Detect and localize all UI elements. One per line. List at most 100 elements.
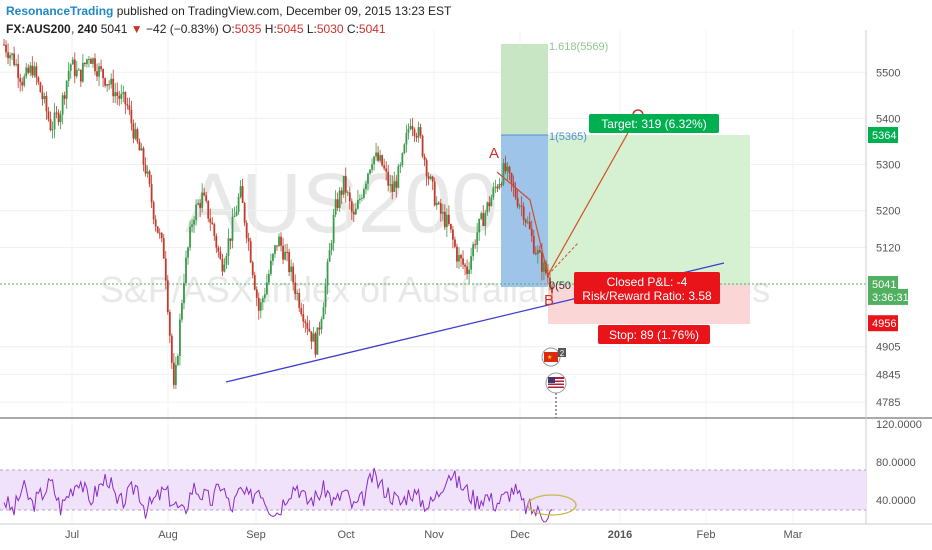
candle-body — [245, 222, 248, 239]
rsi-tick-label: 40.0000 — [876, 495, 916, 507]
candle-body — [217, 247, 220, 252]
candle-body — [369, 169, 371, 174]
candle-body — [314, 333, 317, 355]
open-value: 5035 — [234, 22, 262, 36]
rsi-highlight-ellipse[interactable] — [527, 494, 577, 516]
candle-body — [146, 171, 149, 174]
candle-body — [19, 78, 22, 82]
candle-body — [203, 192, 206, 196]
candle-body — [39, 82, 42, 93]
china-flag-icon[interactable]: ★ 2 — [541, 347, 566, 367]
candle-body — [488, 202, 491, 207]
candle-body — [365, 183, 367, 190]
candle-body — [88, 59, 90, 61]
candle-body — [261, 298, 264, 303]
price-tick-label: 4905 — [876, 342, 900, 354]
abc-pattern-line[interactable] — [496, 114, 639, 277]
candle-body — [290, 266, 293, 273]
symbol-label[interactable]: FX:AUS200, 240 — [6, 22, 98, 36]
candle-body — [168, 311, 171, 336]
candle-body — [302, 314, 305, 322]
candle-body — [112, 78, 115, 97]
point-b-label: B — [544, 292, 554, 309]
candle-body — [11, 53, 13, 56]
candle-body — [454, 239, 456, 247]
pnl-label[interactable]: Closed P&L: -4 Risk/Reward Ratio: 3.58 — [574, 272, 720, 304]
candle-body — [223, 264, 226, 272]
candle-body — [435, 202, 438, 206]
rsi-tick-label: 120.0000 — [876, 419, 922, 431]
candle-body — [183, 283, 185, 304]
candle-body — [144, 164, 147, 174]
time-tick-label: Feb — [697, 529, 716, 541]
close-label: C: — [346, 22, 359, 36]
candle-body — [464, 264, 466, 267]
stop-label[interactable]: Stop: 89 (1.76%) — [598, 325, 710, 344]
candle-body — [288, 251, 291, 273]
candle-body — [282, 245, 284, 260]
candle-body — [185, 257, 187, 284]
candle-body — [239, 186, 242, 197]
candle-body — [128, 105, 131, 110]
candle-body — [7, 52, 9, 59]
ohlc-legend: FX:AUS200, 240 5041 ▼ −42 (−0.83%) O:503… — [6, 22, 386, 36]
price-axis[interactable]: 4785 4845 4905 5120 5200 5300 5400 5500 — [876, 67, 900, 409]
candle-body — [47, 111, 50, 120]
author-link[interactable]: ResonanceTrading — [6, 4, 114, 18]
time-tick-label: Mar — [784, 529, 803, 541]
target-label[interactable]: Target: 319 (6.32%) — [589, 114, 719, 133]
candle-body — [205, 195, 208, 201]
candle-body — [496, 186, 499, 189]
price-tag-text: 3:36:31 — [872, 292, 909, 304]
time-tick-label: Sep — [246, 529, 266, 541]
candle-body — [268, 273, 270, 283]
published-text: published on TradingView.com, December 0… — [116, 4, 452, 18]
candle-body — [516, 197, 519, 207]
candle-body — [482, 213, 485, 226]
event-count-badge: 2 — [560, 349, 565, 358]
candle-body — [534, 253, 537, 255]
candle-body — [304, 321, 307, 323]
candle-body — [249, 241, 252, 263]
abc-projection-line — [547, 242, 579, 276]
candle-body — [318, 327, 321, 330]
candle-body — [209, 218, 212, 223]
candle-body — [433, 181, 436, 206]
candle-body — [498, 184, 501, 189]
candle-body — [411, 126, 414, 130]
candle-body — [520, 205, 523, 207]
candle-body — [342, 175, 345, 195]
time-tick-label: Oct — [337, 529, 354, 541]
price-tick-label: 5400 — [876, 113, 900, 125]
candle-body — [197, 203, 200, 205]
candle-body — [506, 166, 509, 172]
candle-body — [389, 184, 392, 186]
candle-body — [29, 65, 32, 73]
candle-body — [211, 222, 214, 225]
candle-body — [399, 165, 402, 167]
candle-body — [130, 109, 133, 124]
us-flag-icon[interactable] — [545, 372, 567, 394]
candle-body — [375, 152, 377, 157]
candle-body — [263, 294, 266, 299]
candle-body — [367, 173, 369, 184]
candle-body — [379, 155, 382, 161]
candle-body — [334, 199, 337, 215]
svg-text:★: ★ — [547, 354, 552, 361]
candle-body — [5, 44, 7, 53]
candle-body — [356, 199, 359, 209]
candle-body — [532, 236, 535, 254]
candle-body — [413, 129, 416, 136]
candle-body — [251, 262, 254, 276]
candle-body — [187, 247, 189, 258]
point-a-label: A — [489, 145, 499, 162]
time-axis[interactable]: Jul Aug Sep Oct Nov Dec 2016 Feb Mar — [65, 529, 803, 541]
candle-body — [377, 152, 379, 161]
candle-body — [65, 80, 68, 99]
candle-body — [286, 251, 288, 253]
candle-body — [320, 319, 323, 330]
candle-body — [409, 126, 412, 129]
candle-body — [27, 67, 30, 73]
